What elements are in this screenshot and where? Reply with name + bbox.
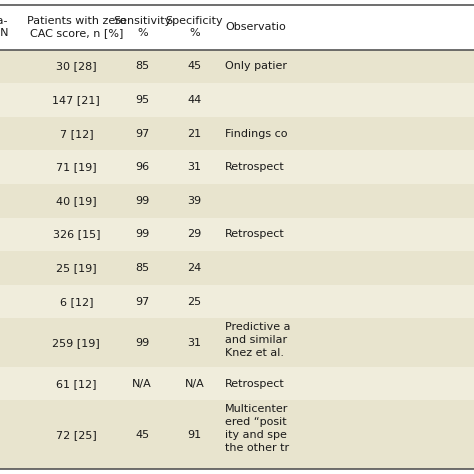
Bar [0,5,474,50]
Text: 97: 97 [135,297,149,307]
Bar [0,50,474,83]
Text: 99: 99 [135,337,149,348]
Bar [0,117,474,150]
Text: Findings co: Findings co [225,128,288,138]
Text: 24: 24 [187,263,201,273]
Text: 72 [25]: 72 [25] [56,430,97,440]
Text: Only patier: Only patier [225,61,287,72]
Text: 30 [28]: 30 [28] [56,61,97,72]
Bar [0,285,474,319]
Text: N/A: N/A [184,379,204,389]
Text: 147 [21]: 147 [21] [53,95,100,105]
Text: 29: 29 [187,229,201,239]
Bar [0,150,474,184]
Text: 85: 85 [135,61,149,72]
Text: N/A: N/A [132,379,152,389]
Text: Sensitivity
%: Sensitivity % [113,16,171,38]
Text: 25 [19]: 25 [19] [56,263,97,273]
Text: 326 [15]: 326 [15] [53,229,100,239]
Text: 7 [12]: 7 [12] [60,128,93,138]
Text: Multicenter
ered “posit
ity and spe
the other tr: Multicenter ered “posit ity and spe the … [225,404,289,453]
Text: 95: 95 [135,95,149,105]
Text: 44: 44 [187,95,201,105]
Text: Retrospect: Retrospect [225,379,285,389]
Text: 61 [12]: 61 [12] [56,379,97,389]
Bar [0,319,474,367]
Text: 99: 99 [135,196,149,206]
Text: 91: 91 [187,430,201,440]
Text: Observatio: Observatio [225,22,286,32]
Text: 45: 45 [135,430,149,440]
Text: 97: 97 [135,128,149,138]
Text: 85: 85 [135,263,149,273]
Text: 31: 31 [187,337,201,348]
Bar [0,184,474,218]
Text: 96: 96 [135,162,149,172]
Text: 259 [19]: 259 [19] [53,337,100,348]
Text: 6 [12]: 6 [12] [60,297,93,307]
Text: 21: 21 [187,128,201,138]
Text: Retrospect: Retrospect [225,162,285,172]
Text: 45: 45 [187,61,201,72]
Bar [0,251,474,285]
Text: 25: 25 [187,297,201,307]
Bar [0,83,474,117]
Text: 99: 99 [135,229,149,239]
Bar [0,401,474,469]
Text: 39: 39 [187,196,201,206]
Text: Retrospect: Retrospect [225,229,285,239]
Bar [0,218,474,251]
Text: 71 [19]: 71 [19] [56,162,97,172]
Text: Specificity
%: Specificity % [165,16,223,38]
Bar [0,367,474,401]
Text: 31: 31 [187,162,201,172]
Text: 40 [19]: 40 [19] [56,196,97,206]
Text: Predictive a
and similar
Knez et al.: Predictive a and similar Knez et al. [225,322,291,358]
Text: l pa-
ts, N: l pa- ts, N [0,16,9,38]
Text: Patients with zero
CAC score, n [%]: Patients with zero CAC score, n [%] [27,16,126,38]
